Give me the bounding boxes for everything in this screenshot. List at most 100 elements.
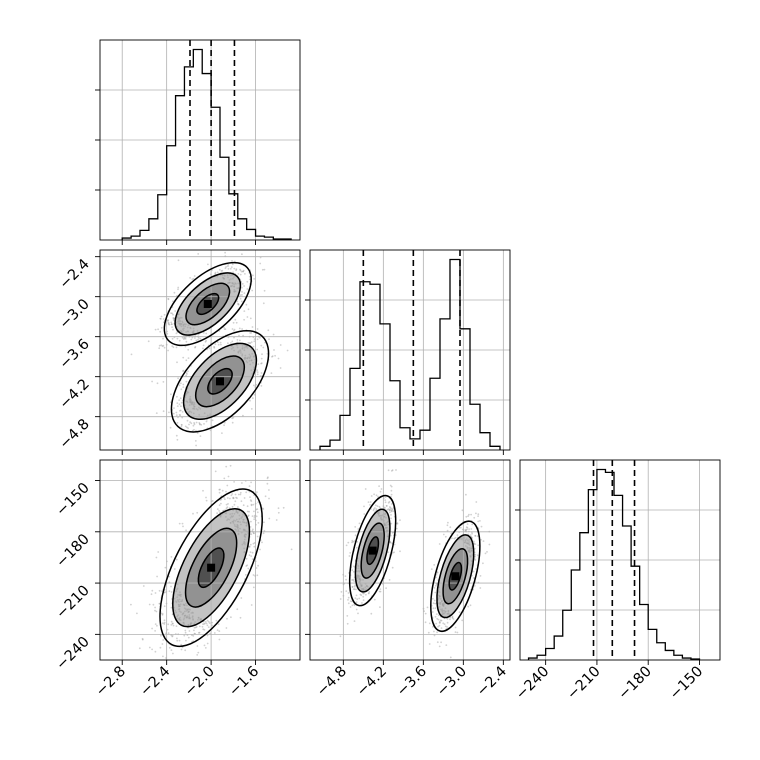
panel-1-0-point bbox=[167, 321, 170, 324]
panel-1-0-point bbox=[198, 423, 201, 426]
panel-1-0-point bbox=[271, 355, 274, 357]
panel-2-0-point bbox=[161, 612, 164, 615]
panel-1-0-point bbox=[241, 291, 243, 293]
panel-2-1-point bbox=[438, 645, 441, 648]
panel-2-0-point bbox=[194, 626, 197, 629]
panel-2-0-point bbox=[250, 604, 253, 606]
panel-1-0-point bbox=[180, 382, 182, 385]
panel-1-0-point bbox=[230, 345, 233, 348]
panel-1-0-point bbox=[243, 344, 246, 347]
panel-2-0-contour-0-0 bbox=[197, 547, 225, 589]
panel-2-1-point bbox=[484, 552, 487, 555]
panel-1-0-point bbox=[252, 355, 255, 358]
panel-1-0-point bbox=[173, 291, 176, 294]
panel-2-0-point bbox=[154, 650, 157, 653]
panel-2-0-point bbox=[245, 491, 248, 494]
panel-2-1-point bbox=[390, 509, 393, 512]
panel-1-0-point bbox=[178, 403, 181, 406]
panel-1-0-point bbox=[161, 345, 164, 348]
panel-1-0-point bbox=[182, 369, 185, 372]
panel-1-0-point bbox=[248, 342, 251, 344]
panel-1-0-point bbox=[221, 274, 224, 277]
panel-2-1-point bbox=[473, 516, 476, 519]
panel-1-0-point bbox=[240, 286, 243, 289]
panel-2-0-point bbox=[178, 605, 180, 608]
panel-1-0-contour-1-1 bbox=[194, 355, 246, 408]
panel-2-0-point bbox=[229, 516, 232, 519]
panel-2-1-point bbox=[474, 555, 476, 558]
panel-1-0-point bbox=[167, 323, 170, 326]
panel-2-0-point bbox=[178, 594, 181, 597]
panel-2-1-point bbox=[346, 615, 349, 617]
panel-2-0-point bbox=[178, 618, 181, 621]
panel-2-0-point bbox=[157, 551, 160, 553]
panel-2-0-point bbox=[219, 515, 222, 517]
panel-1-0-point bbox=[162, 410, 165, 413]
panel-1-0-point bbox=[229, 285, 232, 287]
panel-1-0-point bbox=[182, 329, 185, 332]
panel-2-0-point bbox=[216, 629, 219, 631]
panel-2-0-point bbox=[171, 635, 174, 637]
panel-2-0-point bbox=[189, 622, 192, 625]
panel-1-0-point bbox=[232, 277, 234, 280]
panel-2-0-point bbox=[250, 533, 253, 536]
panel-1-0-point bbox=[267, 329, 270, 332]
panel-2-0-point bbox=[236, 497, 238, 499]
panel-1-0-point bbox=[241, 328, 244, 330]
panel-2-0-point bbox=[182, 612, 185, 614]
panel-1-0-point bbox=[177, 322, 180, 325]
panel-1-0-point bbox=[208, 347, 211, 350]
panel-1-0-point bbox=[241, 354, 244, 357]
tick-layer: −4.8−4.2−3.6−3.0−2.4−2.8 −2.4 −2.0 −1.6−240… bbox=[53, 89, 706, 703]
panel-1-0-point bbox=[177, 288, 179, 291]
panel-1-0-point bbox=[187, 348, 190, 351]
panel-2-1-point bbox=[468, 543, 470, 545]
panel-2-1-point bbox=[352, 588, 355, 590]
panel-2-1-point bbox=[470, 547, 472, 550]
panel-1-0-point bbox=[251, 289, 254, 292]
panel-2-1-point bbox=[428, 643, 431, 645]
panel-1-0-point bbox=[184, 325, 187, 328]
panel-2-0-point bbox=[252, 532, 255, 534]
panel-2-1-point bbox=[392, 510, 395, 513]
panel-1-0-point bbox=[188, 399, 191, 401]
panel-2-0-point bbox=[225, 503, 228, 506]
panel-2-0-point bbox=[206, 624, 209, 627]
panel-1-0-point bbox=[228, 281, 231, 284]
panel-2-0-point bbox=[202, 489, 204, 492]
panel-2-0-point bbox=[181, 600, 184, 602]
panel-2-1-point bbox=[367, 592, 370, 594]
panel-2-0-point bbox=[219, 514, 222, 517]
panel-2-1-point bbox=[437, 618, 440, 621]
panel-1-0-point bbox=[189, 327, 192, 329]
panel-1-0-point bbox=[181, 321, 184, 324]
panel-2-0-point bbox=[268, 517, 271, 520]
panel-2-1-point bbox=[353, 585, 356, 588]
panel-2-1-point bbox=[461, 619, 464, 622]
panel-2-0-point bbox=[182, 622, 185, 624]
panel-1-0-point bbox=[250, 332, 253, 334]
panel-2-0-point bbox=[231, 493, 234, 495]
panel-2-0-point bbox=[225, 516, 227, 518]
panel-2-0-point bbox=[197, 619, 199, 621]
panel-2-1-point bbox=[354, 597, 357, 600]
panel-2-1-point bbox=[470, 547, 473, 550]
panel-2-1-point bbox=[479, 520, 481, 522]
panel-2-1-point bbox=[469, 550, 472, 552]
xtick-label-2-0: −240 bbox=[513, 664, 552, 703]
panel-2-0-point bbox=[236, 525, 239, 528]
panel-1-0-point bbox=[184, 336, 187, 339]
panel-2-1-point bbox=[467, 542, 469, 545]
panel-1-0-point bbox=[235, 268, 238, 271]
panel-2-0-point bbox=[138, 647, 141, 650]
panel-2-0-point bbox=[195, 626, 198, 628]
panel-2-1-point bbox=[352, 540, 354, 543]
panel-2-0-point bbox=[161, 643, 164, 645]
panel-1-0-point bbox=[180, 323, 183, 326]
panel-2-0-point bbox=[245, 525, 248, 527]
panel-1-0-point bbox=[232, 274, 234, 277]
panel-1-0-point bbox=[231, 421, 234, 424]
panel-2-1-point bbox=[438, 606, 441, 608]
panel-2-1-point bbox=[385, 587, 387, 589]
panel-2-1-point bbox=[359, 575, 361, 578]
